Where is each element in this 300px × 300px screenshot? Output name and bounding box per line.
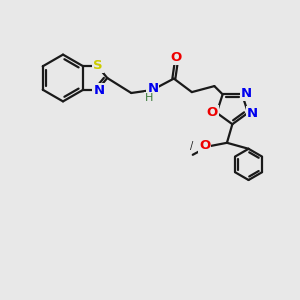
Text: O: O: [171, 51, 182, 64]
Text: O: O: [206, 106, 218, 119]
Text: N: N: [147, 82, 158, 95]
Text: N: N: [93, 84, 104, 98]
Text: S: S: [93, 58, 103, 72]
Text: H: H: [145, 93, 153, 103]
Text: /: /: [190, 141, 194, 151]
Text: N: N: [247, 107, 258, 121]
Text: N: N: [241, 87, 252, 100]
Text: O: O: [199, 139, 210, 152]
